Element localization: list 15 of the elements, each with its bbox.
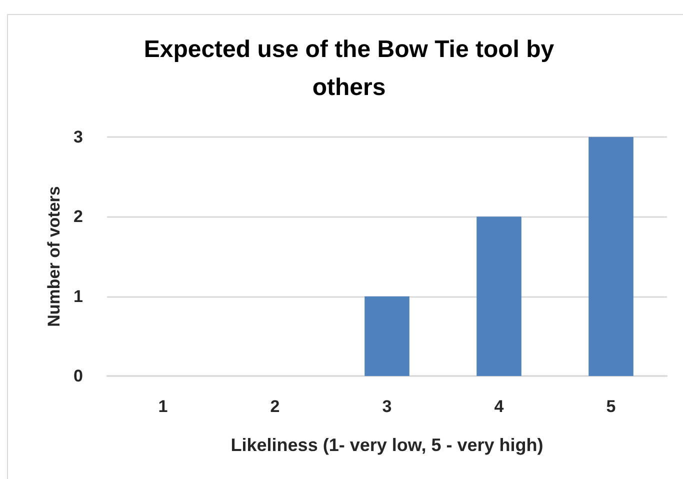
x-tick-label: 2: [270, 397, 280, 416]
y-tick-label: 3: [74, 128, 83, 146]
x-axis-title: Likeliness (1- very low, 5 - very high): [230, 435, 544, 455]
x-tick-label: 1: [158, 397, 168, 416]
x-tick-label: 3: [382, 397, 392, 416]
y-tick-label: 2: [74, 207, 83, 226]
y-tick-label: 1: [74, 286, 83, 306]
bar: [476, 216, 522, 376]
x-tick-label: 4: [494, 397, 504, 416]
chart-title: Expected use of the Bow Tie tool by others: [142, 35, 556, 103]
y-axis-title: Number of voters: [44, 186, 64, 327]
x-tick-label: 5: [606, 397, 616, 416]
bar: [588, 137, 634, 376]
bar: [364, 296, 410, 376]
y-tick-label: 0: [74, 366, 83, 386]
